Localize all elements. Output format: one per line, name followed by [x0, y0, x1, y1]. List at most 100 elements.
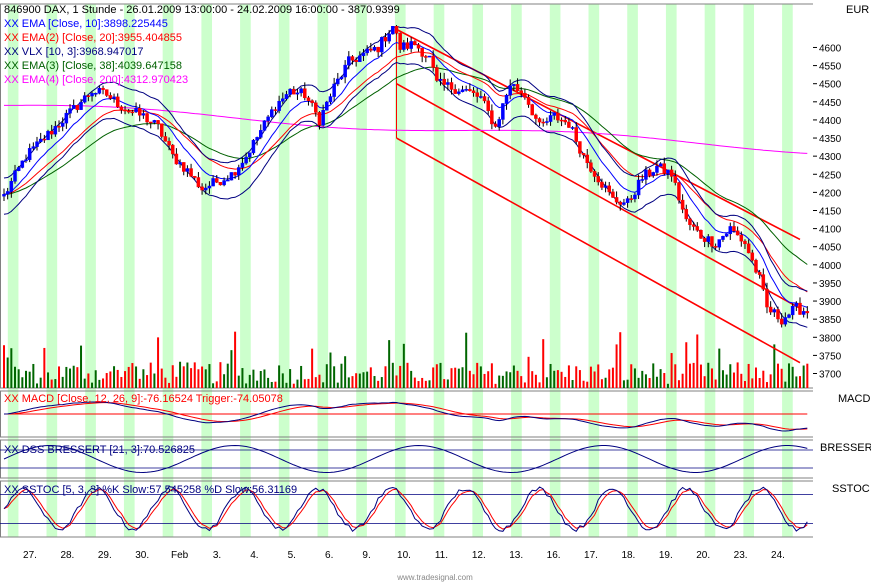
- candle-body[interactable]: [739, 234, 744, 242]
- candle-body[interactable]: [479, 96, 483, 98]
- candle-body[interactable]: [424, 56, 428, 58]
- candle-body[interactable]: [229, 172, 234, 181]
- candle-body[interactable]: [354, 59, 358, 62]
- candle-body[interactable]: [38, 138, 43, 142]
- candle-body[interactable]: [614, 197, 619, 203]
- candle-body[interactable]: [358, 55, 362, 62]
- channel-upper-line[interactable]: [396, 28, 801, 241]
- candle-body[interactable]: [677, 182, 681, 201]
- candle-body[interactable]: [9, 181, 14, 192]
- candle-body[interactable]: [343, 64, 347, 78]
- candle-body[interactable]: [101, 87, 105, 90]
- candle-body[interactable]: [137, 108, 142, 116]
- candle-body[interactable]: [141, 113, 146, 116]
- candle-body[interactable]: [750, 252, 755, 261]
- candle-body[interactable]: [405, 42, 410, 49]
- candle-body[interactable]: [163, 136, 168, 142]
- candle-body[interactable]: [427, 55, 432, 58]
- candle-body[interactable]: [636, 179, 641, 196]
- candle-body[interactable]: [578, 141, 582, 154]
- candle-body[interactable]: [409, 41, 413, 49]
- candle-body[interactable]: [391, 25, 395, 35]
- candle-body[interactable]: [159, 123, 164, 137]
- candle-body[interactable]: [530, 104, 534, 116]
- candle-body[interactable]: [508, 85, 512, 96]
- candle-body[interactable]: [13, 170, 17, 182]
- candle-body[interactable]: [699, 229, 703, 239]
- candle-body[interactable]: [743, 240, 747, 245]
- candle-body[interactable]: [655, 165, 659, 173]
- candle-body[interactable]: [119, 106, 124, 111]
- candle-body[interactable]: [603, 185, 608, 188]
- candle-body[interactable]: [548, 115, 553, 122]
- candle-body[interactable]: [688, 218, 692, 225]
- candle-body[interactable]: [772, 309, 777, 313]
- candle-body[interactable]: [658, 163, 663, 167]
- candle-body[interactable]: [16, 167, 21, 171]
- price-candles[interactable]: [2, 25, 810, 328]
- candle-body[interactable]: [486, 100, 490, 111]
- candle-body[interactable]: [148, 121, 153, 124]
- candle-body[interactable]: [695, 226, 700, 231]
- candle-body[interactable]: [35, 141, 39, 147]
- candle-body[interactable]: [420, 47, 424, 57]
- candle-body[interactable]: [721, 236, 725, 240]
- candle-body[interactable]: [493, 123, 498, 127]
- candle-body[interactable]: [211, 178, 215, 187]
- candle-body[interactable]: [244, 156, 248, 164]
- candle-body[interactable]: [42, 138, 47, 141]
- candle-body[interactable]: [435, 67, 439, 81]
- candle-body[interactable]: [31, 146, 36, 149]
- candle-body[interactable]: [46, 130, 50, 141]
- candle-body[interactable]: [321, 110, 325, 126]
- candle-body[interactable]: [314, 102, 318, 113]
- candle-body[interactable]: [464, 89, 468, 91]
- candle-body[interactable]: [537, 118, 542, 123]
- candle-body[interactable]: [222, 180, 226, 186]
- candle-body[interactable]: [607, 185, 611, 193]
- trend-channels[interactable]: [395, 28, 801, 364]
- candle-body[interactable]: [611, 191, 615, 198]
- candle-body[interactable]: [504, 94, 509, 104]
- candle-body[interactable]: [306, 97, 311, 101]
- candle-body[interactable]: [71, 105, 76, 109]
- candle-body[interactable]: [398, 33, 402, 50]
- candle-body[interactable]: [181, 162, 186, 172]
- candle-body[interactable]: [64, 112, 69, 124]
- candle-body[interactable]: [369, 48, 373, 51]
- candle-body[interactable]: [86, 95, 91, 97]
- candle-body[interactable]: [783, 317, 788, 325]
- candle-body[interactable]: [581, 153, 586, 156]
- candle-body[interactable]: [563, 119, 567, 123]
- candle-body[interactable]: [438, 78, 443, 81]
- candle-body[interactable]: [713, 246, 718, 248]
- candle-body[interactable]: [79, 101, 83, 110]
- candle-body[interactable]: [82, 95, 87, 103]
- candle-body[interactable]: [130, 111, 135, 114]
- candle-body[interactable]: [75, 105, 80, 110]
- candle-body[interactable]: [647, 169, 652, 176]
- candle-body[interactable]: [27, 148, 32, 160]
- candle-body[interactable]: [292, 88, 296, 95]
- candle-body[interactable]: [596, 176, 600, 183]
- candle-body[interactable]: [449, 82, 454, 90]
- candle-body[interactable]: [446, 82, 450, 85]
- candle-body[interactable]: [226, 179, 230, 182]
- candle-body[interactable]: [328, 96, 333, 103]
- candle-body[interactable]: [574, 127, 578, 142]
- candle-body[interactable]: [248, 152, 252, 158]
- candle-body[interactable]: [680, 199, 685, 210]
- candle-body[interactable]: [618, 201, 623, 205]
- candle-body[interactable]: [255, 137, 259, 141]
- candle-body[interactable]: [523, 92, 527, 98]
- candle-body[interactable]: [237, 167, 241, 176]
- candle-body[interactable]: [233, 172, 237, 176]
- candle-body[interactable]: [710, 236, 714, 247]
- candle-body[interactable]: [365, 48, 369, 54]
- candle-body[interactable]: [453, 89, 457, 94]
- candle-body[interactable]: [284, 94, 289, 99]
- candle-body[interactable]: [189, 168, 193, 177]
- candle-body[interactable]: [460, 89, 465, 93]
- candle-body[interactable]: [761, 274, 766, 290]
- candle-body[interactable]: [332, 83, 336, 97]
